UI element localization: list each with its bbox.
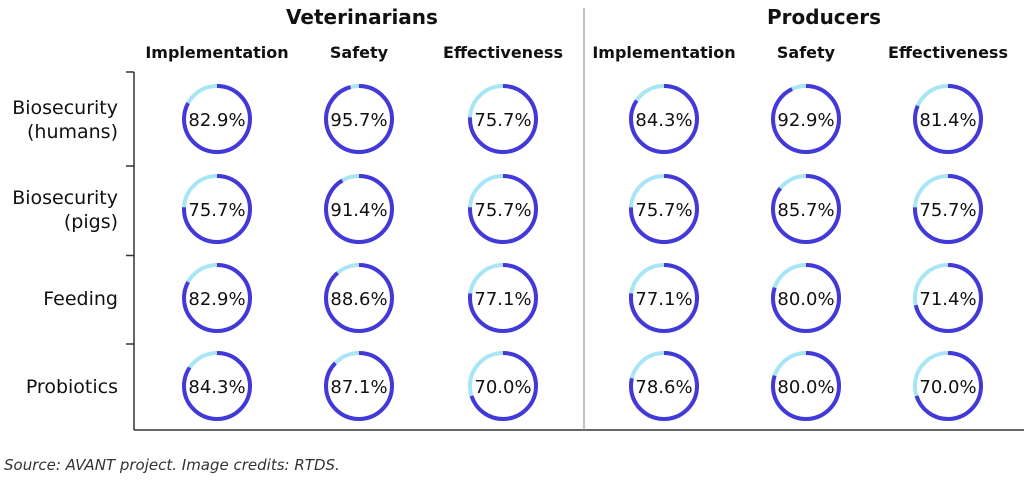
row-label-0-0: Biosecurity [12,97,118,119]
donut-value-arc-3-0-1 [324,351,394,421]
donut-value-arc-1-0-0 [182,174,252,244]
column-label-1-2: Effectiveness [888,43,1008,62]
donut-value-arc-2-0-1 [324,263,394,333]
donut-value-arc-0-1-1 [771,84,841,154]
row-label-1-1: (pigs) [64,211,118,233]
donut-value-label-0-1-2: 81.4% [919,110,976,131]
donut-value-label-2-1-1: 80.0% [777,289,834,310]
donut-value-arc-0-1-0 [629,84,699,154]
donut-value-arc-1-1-0 [629,174,699,244]
donut-grid-chart: Veterinarians Implementation Safety Effecti… [12,5,1024,431]
donut-value-label-3-1-2: 70.0% [919,377,976,398]
donut-value-arc-1-1-1 [771,174,841,244]
donut-value-label-3-0-0: 84.3% [188,377,245,398]
row-label-3-0: Probiotics [26,376,118,398]
donut-value-label-3-1-1: 80.0% [777,377,834,398]
donut-value-arc-2-0-0 [182,263,252,333]
donut-value-label-2-1-2: 71.4% [919,289,976,310]
donut-value-label-1-0-0: 75.7% [188,200,245,221]
donut-value-label-0-1-1: 92.9% [777,110,834,131]
group-title-0: Veterinarians [286,5,438,29]
donut-value-label-3-0-2: 70.0% [474,377,531,398]
donut-value-label-1-0-2: 75.7% [474,200,531,221]
donut-value-arc-0-0-1 [324,84,394,154]
donut-value-arc-2-1-0 [629,263,699,333]
donut-value-arc-1-0-1 [324,174,394,244]
column-label-1-0: Implementation [592,43,735,62]
donut-value-label-1-1-0: 75.7% [635,200,692,221]
donut-value-label-0-0-1: 95.7% [330,110,387,131]
donut-value-label-0-1-0: 84.3% [635,110,692,131]
donut-value-arc-3-1-2 [913,351,983,421]
donut-value-label-2-0-1: 88.6% [330,289,387,310]
donut-value-arc-0-0-2 [468,84,538,154]
source-caption: Source: AVANT project. Image credits: RT… [4,456,340,474]
donut-value-arc-3-0-2 [468,351,538,421]
column-label-0-1: Safety [330,43,389,62]
donut-value-label-3-1-0: 78.6% [635,377,692,398]
row-label-0-1: (humans) [27,121,118,143]
column-label-0-2: Effectiveness [443,43,563,62]
donut-value-arc-1-1-2 [913,174,983,244]
donut-value-arc-3-1-0 [629,351,699,421]
donut-value-label-1-0-1: 91.4% [330,200,387,221]
donut-value-arc-0-1-2 [913,84,983,154]
donut-value-arc-1-0-2 [468,174,538,244]
donut-value-label-3-0-1: 87.1% [330,377,387,398]
donut-value-label-1-1-1: 85.7% [777,200,834,221]
donut-value-label-2-0-0: 82.9% [188,289,245,310]
donut-value-arc-2-0-2 [468,263,538,333]
donut-value-arc-3-0-0 [182,351,252,421]
donut-value-arc-0-0-0 [182,84,252,154]
row-label-1-0: Biosecurity [12,187,118,209]
donut-value-label-0-0-2: 75.7% [474,110,531,131]
donut-value-arc-2-1-1 [771,263,841,333]
group-title-1: Producers [767,5,881,29]
column-label-1-1: Safety [777,43,836,62]
donut-value-label-0-0-0: 82.9% [188,110,245,131]
column-label-0-0: Implementation [145,43,288,62]
donut-value-label-1-1-2: 75.7% [919,200,976,221]
donut-value-arc-3-1-1 [771,351,841,421]
donut-value-arc-2-1-2 [913,263,983,333]
donut-value-label-2-0-2: 77.1% [474,289,531,310]
row-label-2-0: Feeding [43,288,118,310]
donut-value-label-2-1-0: 77.1% [635,289,692,310]
